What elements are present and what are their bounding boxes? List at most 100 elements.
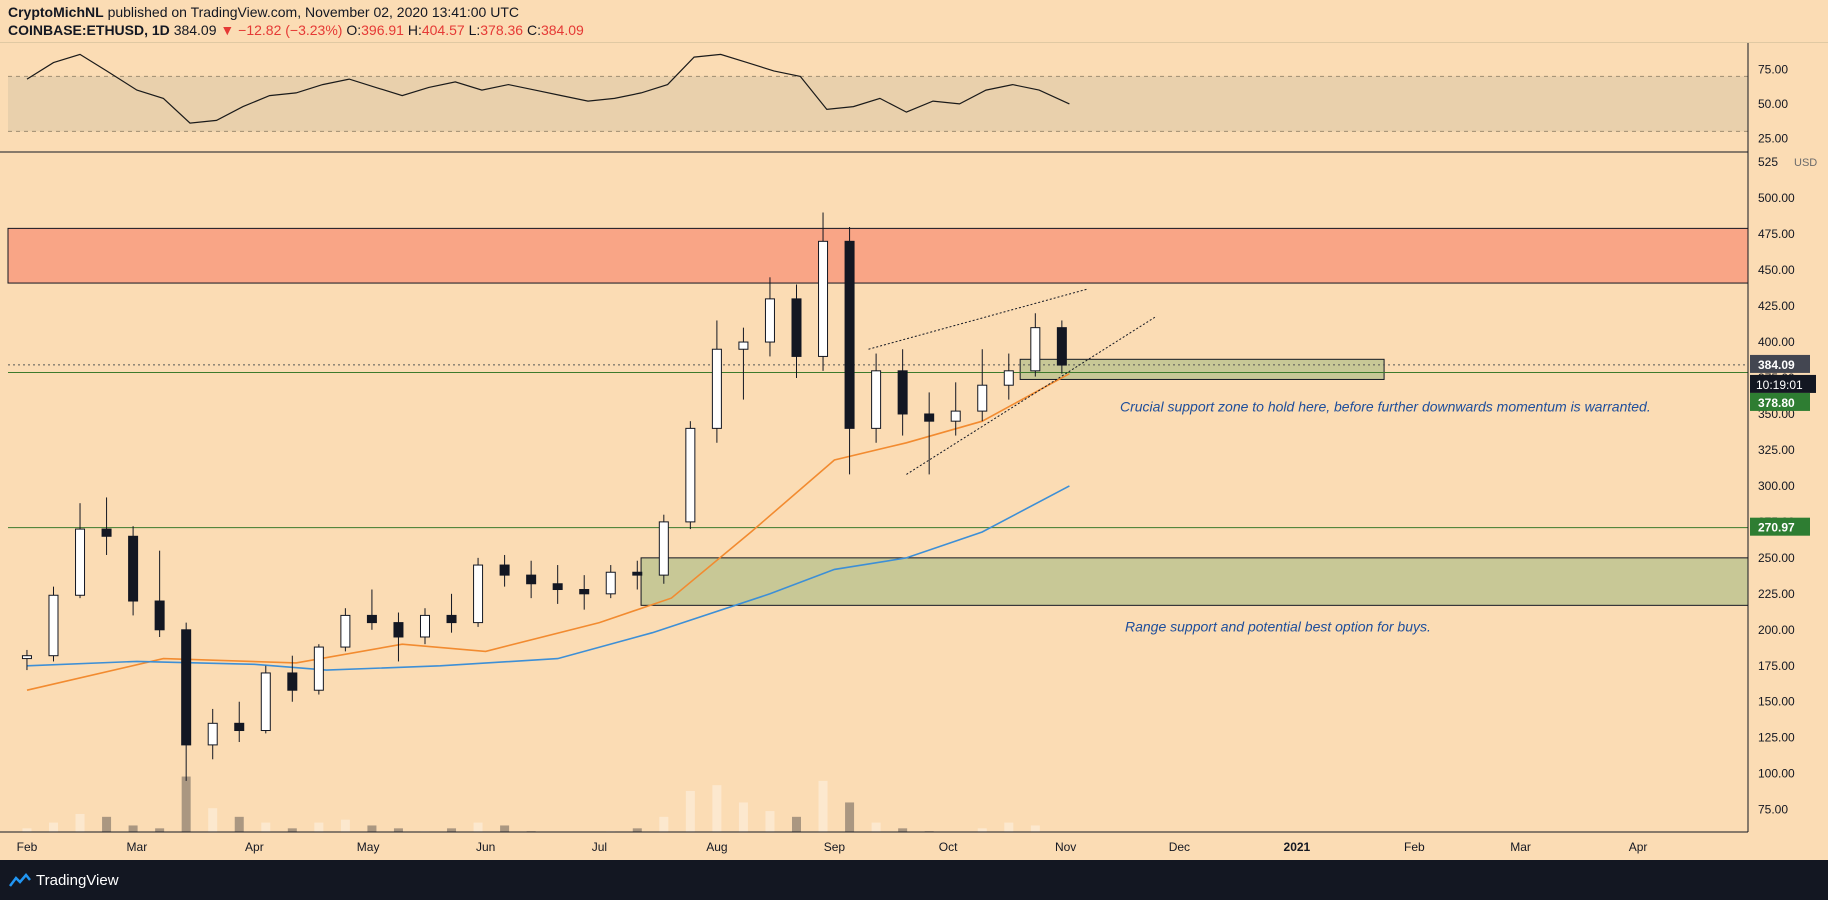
price-tick-label: 100.00 <box>1758 767 1795 781</box>
resistance-zone <box>7 227 1749 284</box>
high-label: H: <box>407 22 422 38</box>
price-tick-label: 150.00 <box>1758 695 1795 709</box>
candle-body <box>473 564 484 624</box>
candle-body <box>844 240 855 429</box>
time-axis-bg <box>0 832 1828 860</box>
time-tick-label: Feb <box>1404 840 1425 854</box>
time-tick-label: Dec <box>1169 840 1190 854</box>
open-value: 396.91 <box>361 22 404 38</box>
time-tick-label: Jun <box>476 840 495 854</box>
open-label: O: <box>346 22 362 38</box>
candle-body <box>234 722 245 732</box>
candle-body <box>552 583 563 591</box>
rsi-tick-label: 75.00 <box>1758 63 1788 77</box>
candle-body <box>393 622 404 638</box>
support-tag-0 <box>1750 392 1810 411</box>
support-tag-text-1: 270.97 <box>1758 521 1795 535</box>
candle-body <box>791 298 802 357</box>
support-zone-lower <box>640 557 1749 606</box>
price-tick-label: 75.00 <box>1758 803 1788 817</box>
price-axis-bg <box>1748 42 1828 860</box>
candles-layer <box>21 212 1067 781</box>
candle-body <box>764 298 775 343</box>
price-tick-label: 425.00 <box>1758 299 1795 313</box>
candle-body <box>818 240 829 357</box>
annotation-upper-support: Crucial support zone to hold here, befor… <box>1120 398 1651 414</box>
candle-body <box>207 722 218 746</box>
volume-bar <box>181 776 191 860</box>
candle-body <box>632 571 643 576</box>
price-tick-label: 225.00 <box>1758 587 1795 601</box>
candle-body <box>1030 327 1041 372</box>
candle-body <box>154 600 165 631</box>
volume-bar <box>738 802 748 860</box>
time-tick-label: Jul <box>592 840 607 854</box>
volume-bar <box>845 802 855 860</box>
candle-body <box>897 370 908 415</box>
candle-body <box>260 672 271 732</box>
change-text: −12.82 (−3.23%) <box>238 22 343 38</box>
time-tick-label: 2021 <box>1284 840 1311 854</box>
ema-line <box>26 372 1070 691</box>
candle-body <box>658 521 669 576</box>
annotation-lower-support: Range support and potential best option … <box>1125 618 1431 634</box>
overlay-layer: Crucial support zone to hold here, befor… <box>868 288 1651 634</box>
candle-body <box>579 589 590 595</box>
candle-body <box>738 341 749 350</box>
rsi-band <box>8 76 1748 132</box>
rsi-pane <box>0 53 1828 153</box>
candle-body <box>419 614 430 638</box>
time-tick-label: Feb <box>17 840 38 854</box>
countdown-tag <box>1750 374 1816 393</box>
support-tag-text-0: 378.80 <box>1758 396 1795 410</box>
candle-body <box>446 614 457 624</box>
header-bar: CryptoMichNL published on TradingView.co… <box>0 0 1828 43</box>
time-tick-label: Nov <box>1055 840 1076 854</box>
price-tick-label: 400.00 <box>1758 335 1795 349</box>
close-label: C: <box>526 22 541 38</box>
symbol-name[interactable]: COINBASE:ETHUSD, 1D <box>8 22 170 38</box>
volume-bar <box>712 785 722 860</box>
candle-body <box>128 535 139 602</box>
candle-body <box>21 655 32 660</box>
time-tick-label: Sep <box>824 840 846 854</box>
candle-body <box>950 410 961 422</box>
price-tick-label: 475.00 <box>1758 227 1795 241</box>
down-arrow-icon: ▼ <box>220 22 235 38</box>
candle-body <box>711 348 722 429</box>
support-zone-upper <box>1019 358 1385 380</box>
candle-body <box>499 564 510 576</box>
author-name[interactable]: CryptoMichNL <box>8 4 104 20</box>
last-price-tag-text: 384.09 <box>1758 358 1795 372</box>
price-tick-label: 200.00 <box>1758 623 1795 637</box>
tradingview-logo-icon[interactable] <box>8 872 32 888</box>
rsi-tick-label: 25.00 <box>1758 131 1788 145</box>
high-value: 404.57 <box>421 22 465 38</box>
zones-layer <box>7 227 1749 606</box>
last-price-tag <box>1750 354 1810 373</box>
candle-body <box>685 427 696 523</box>
candle-body <box>1003 370 1014 386</box>
candle-body <box>605 571 616 595</box>
candle-body <box>340 614 351 648</box>
footer-bar: TradingView <box>0 860 1828 900</box>
chart-canvas[interactable]: Crucial support zone to hold here, befor… <box>0 0 1828 860</box>
time-tick-label: Mar <box>1510 840 1531 854</box>
low-value: 378.36 <box>480 22 524 38</box>
sma-line <box>26 485 1070 671</box>
price-tick-label: 175.00 <box>1758 659 1795 673</box>
moving-averages-layer <box>26 372 1070 691</box>
time-tick-label: May <box>357 840 380 854</box>
time-tick-label: Apr <box>245 840 264 854</box>
candle-body <box>75 528 86 596</box>
axis-layer: 75.00 50.00 25.00 525 USD 500.00 475.00 450.00 4… <box>0 42 1828 860</box>
tradingview-brand[interactable]: TradingView <box>36 872 119 889</box>
price-tick-label: 300.00 <box>1758 479 1795 493</box>
price-tick-label: 250.00 <box>1758 551 1795 565</box>
publish-line: CryptoMichNL published on TradingView.co… <box>8 4 519 20</box>
symbol-line: COINBASE:ETHUSD, 1D 384.09 ▼ −12.82 (−3.… <box>8 22 584 38</box>
candle-body <box>1056 327 1067 366</box>
candle-body <box>366 614 377 624</box>
last-price-text: 384.09 <box>173 22 217 38</box>
candle-body <box>48 594 59 657</box>
